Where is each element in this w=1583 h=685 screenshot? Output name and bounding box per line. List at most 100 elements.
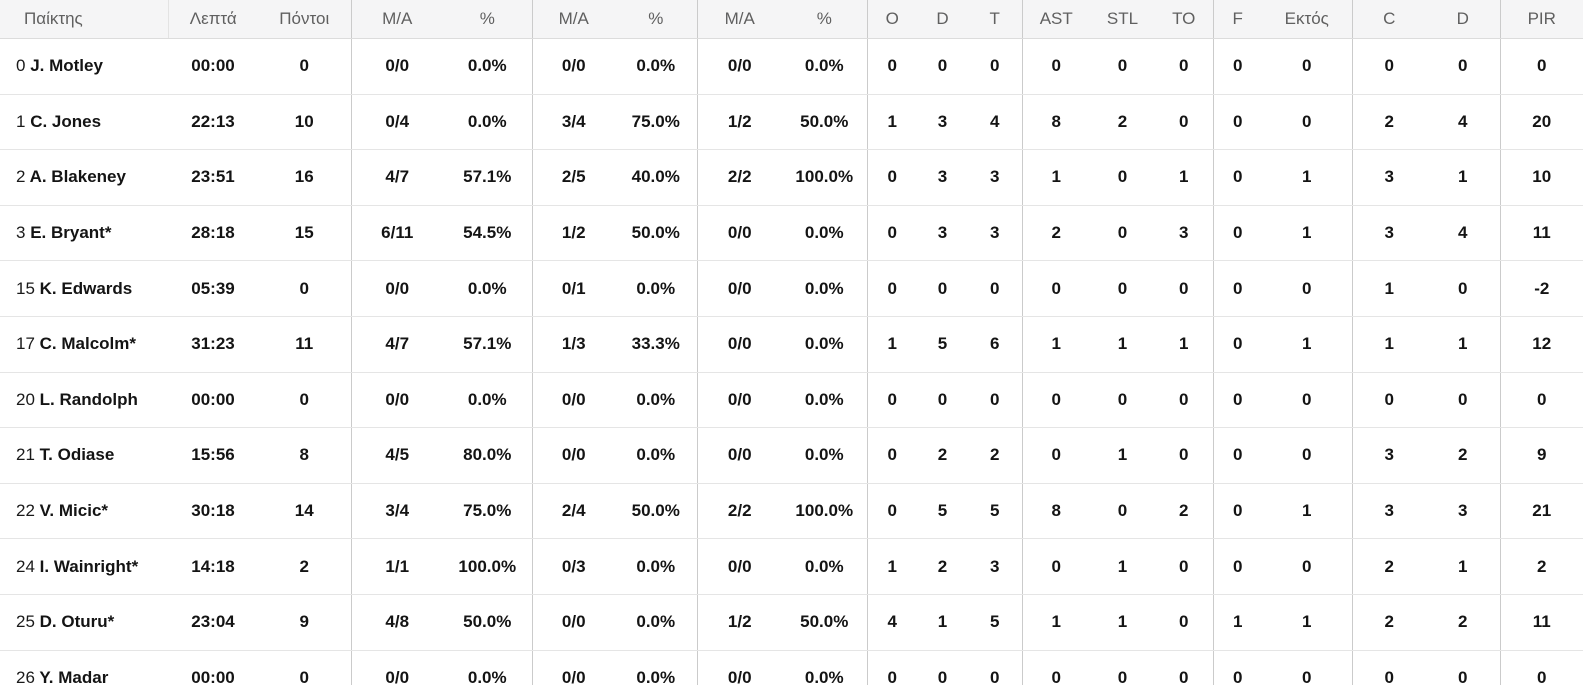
jersey-number: 26 [16, 667, 35, 685]
stat-points: 8 [258, 427, 351, 484]
jersey-number: 15 [16, 278, 35, 298]
stat-ft-percent: 50.0% [782, 594, 867, 651]
stat-fouls: 0 [1212, 205, 1262, 262]
stat-ft-made-attempted: 0/0 [696, 38, 782, 95]
jersey-number: 1 [16, 111, 26, 131]
stat-steals: 1 [1090, 538, 1155, 595]
stat-fg3-percent: 0.0% [615, 260, 697, 317]
stat-blocks-favour: 1 [1351, 316, 1426, 373]
stat-fg2-made-attempted: 6/11 [350, 205, 443, 262]
player-cell[interactable]: 1 C. Jones [0, 94, 168, 151]
jersey-number: 20 [16, 389, 35, 409]
stat-fg2-percent: 0.0% [443, 38, 532, 95]
stat-rebounds-defensive: 3 [917, 205, 968, 262]
stat-points: 0 [258, 372, 351, 429]
jersey-number: 0 [16, 56, 26, 76]
stat-rebounds-total: 2 [968, 427, 1022, 484]
player-cell[interactable]: 24 I. Wainright* [0, 538, 168, 595]
stat-fouls: 0 [1212, 149, 1262, 206]
stat-ft-percent: 0.0% [782, 650, 867, 685]
stat-fouls-drawn: 1 [1262, 149, 1352, 206]
stat-ft-percent: 0.0% [782, 260, 867, 317]
stat-fg2-percent: 0.0% [443, 260, 532, 317]
table-header: Παίκτης Λεπτά Πόντοι Μ/Α% Μ/Α% Μ/Α% O D T AST STL T… [0, 0, 1583, 39]
stat-turnovers: 0 [1155, 260, 1213, 317]
stat-minutes: 05:39 [168, 260, 258, 317]
player-cell[interactable]: 3 E. Bryant* [0, 205, 168, 262]
stat-fg3-made-attempted: 1/2 [531, 205, 615, 262]
player-cell[interactable]: 17 C. Malcolm* [0, 316, 168, 373]
column-header-fg3-made-attempted: Μ/Α [531, 0, 615, 39]
stat-assists: 8 [1021, 94, 1090, 151]
stat-minutes: 23:51 [168, 149, 258, 206]
stat-minutes: 30:18 [168, 483, 258, 540]
jersey-number: 2 [16, 167, 26, 187]
stat-points: 9 [258, 594, 351, 651]
stat-fouls: 0 [1212, 650, 1262, 685]
stat-fg2-percent: 0.0% [443, 94, 532, 151]
player-cell[interactable]: 2 A. Blakeney [0, 149, 168, 206]
stat-pir: 0 [1499, 38, 1583, 95]
stat-points: 10 [258, 94, 351, 151]
stat-fg3-made-attempted: 1/3 [531, 316, 615, 373]
stat-steals: 2 [1090, 94, 1155, 151]
stat-turnovers: 0 [1155, 94, 1213, 151]
stat-fg3-percent: 0.0% [615, 427, 697, 484]
player-cell[interactable]: 15 K. Edwards [0, 260, 168, 317]
stat-fg2-made-attempted: 4/8 [350, 594, 443, 651]
stat-fouls: 0 [1212, 260, 1262, 317]
player-cell[interactable]: 0 J. Motley [0, 38, 168, 95]
player-row: 22 V. Micic* 30:18 14 3/4 75.0% 2/4 50.0% 2/2 10… [0, 483, 1583, 540]
stat-rebounds-offensive: 0 [866, 149, 917, 206]
stat-blocks-against: 0 [1426, 650, 1500, 685]
stat-assists: 0 [1021, 427, 1090, 484]
stat-rebounds-defensive: 3 [917, 94, 968, 151]
stat-rebounds-total: 0 [968, 38, 1022, 95]
stat-rebounds-total: 5 [968, 483, 1022, 540]
jersey-number: 3 [16, 223, 26, 243]
player-cell[interactable]: 21 T. Odiase [0, 427, 168, 484]
stat-fg2-made-attempted: 0/4 [350, 94, 443, 151]
stat-turnovers: 0 [1155, 650, 1213, 685]
column-header-blocks-against: D [1426, 0, 1500, 39]
stat-blocks-favour: 2 [1351, 94, 1426, 151]
stat-assists: 0 [1021, 260, 1090, 317]
stat-fg3-percent: 40.0% [615, 149, 697, 206]
stat-fg2-made-attempted: 0/0 [350, 372, 443, 429]
stat-ft-made-attempted: 0/0 [696, 205, 782, 262]
stat-steals: 0 [1090, 650, 1155, 685]
player-cell[interactable]: 20 L. Randolph [0, 372, 168, 429]
stat-blocks-against: 0 [1426, 372, 1500, 429]
stat-minutes: 15:56 [168, 427, 258, 484]
stat-rebounds-total: 0 [968, 260, 1022, 317]
stat-rebounds-defensive: 3 [917, 149, 968, 206]
player-cell[interactable]: 26 Y. Madar [0, 650, 168, 685]
player-name: V. Micic* [39, 501, 109, 521]
stat-rebounds-defensive: 2 [917, 538, 968, 595]
stat-blocks-against: 4 [1426, 94, 1500, 151]
player-cell[interactable]: 25 D. Oturu* [0, 594, 168, 651]
stat-blocks-favour: 3 [1351, 149, 1426, 206]
stat-points: 0 [258, 38, 351, 95]
stat-fouls: 0 [1212, 427, 1262, 484]
stat-fg2-percent: 100.0% [443, 538, 532, 595]
stat-fg2-made-attempted: 0/0 [350, 260, 443, 317]
stat-assists: 1 [1021, 594, 1090, 651]
stat-fouls: 0 [1212, 483, 1262, 540]
jersey-number: 17 [16, 334, 35, 354]
stat-pir: 2 [1499, 538, 1583, 595]
stat-blocks-favour: 2 [1351, 538, 1426, 595]
stat-fouls-drawn: 0 [1262, 650, 1352, 685]
stat-blocks-against: 0 [1426, 38, 1500, 95]
stat-ft-made-attempted: 0/0 [696, 372, 782, 429]
player-cell[interactable]: 22 V. Micic* [0, 483, 168, 540]
player-row: 21 T. Odiase 15:56 8 4/5 80.0% 0/0 0.0% 0/0 0.0%… [0, 427, 1583, 484]
column-header-fouls-drawn: Εκτός [1262, 0, 1352, 39]
player-row: 2 A. Blakeney 23:51 16 4/7 57.1% 2/5 40.0% 2/2 1… [0, 149, 1583, 206]
stat-ft-made-attempted: 0/0 [696, 650, 782, 685]
stat-assists: 0 [1021, 38, 1090, 95]
stat-blocks-favour: 0 [1351, 650, 1426, 685]
stat-fg3-percent: 0.0% [615, 372, 697, 429]
stat-assists: 1 [1021, 316, 1090, 373]
stat-blocks-against: 1 [1426, 149, 1500, 206]
